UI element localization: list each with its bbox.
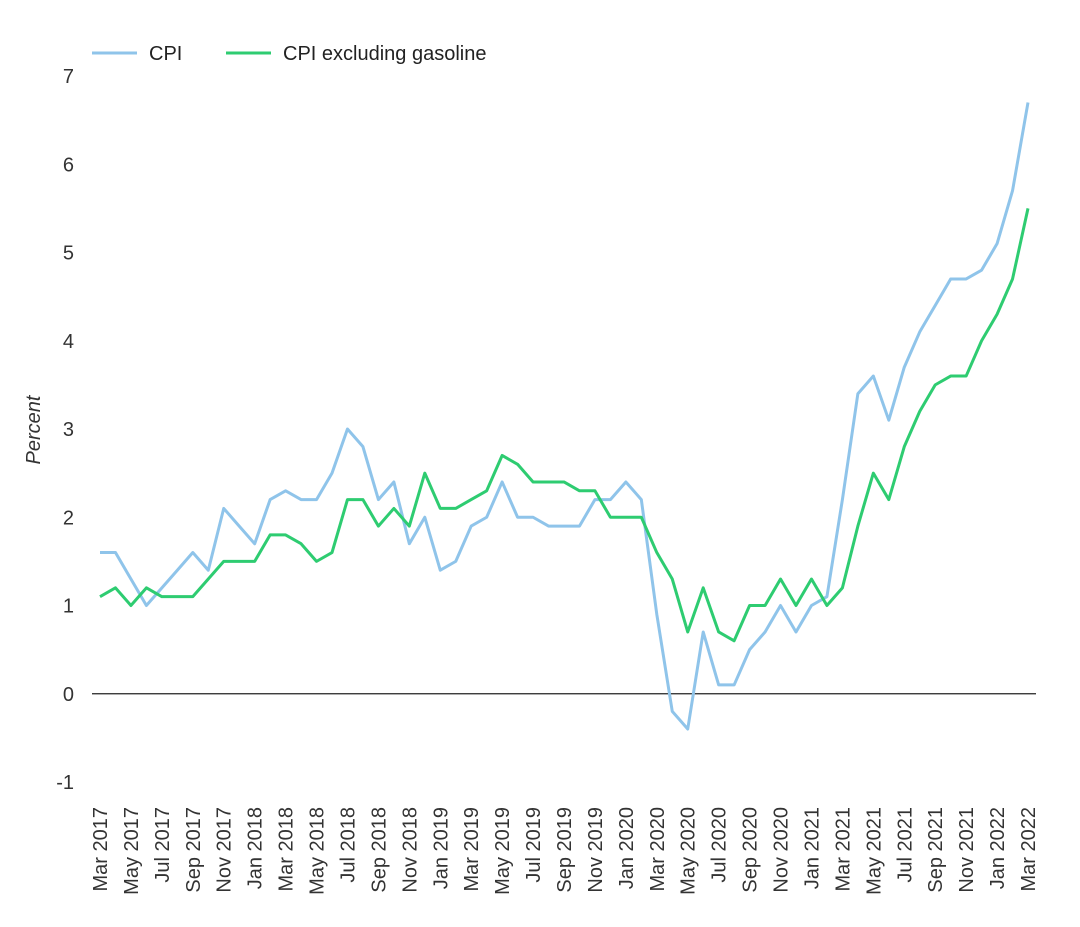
x-tick-label: Nov 2021 — [956, 807, 978, 893]
x-tick-label: May 2019 — [492, 807, 514, 895]
x-tick-label: Sep 2020 — [740, 807, 762, 893]
x-tick-label: Jan 2020 — [616, 807, 638, 889]
x-tick-label: Jul 2021 — [894, 807, 916, 883]
y-axis-ticks: -1 0 1 2 3 4 5 6 7 — [56, 66, 74, 794]
series-line-cpi — [100, 102, 1030, 731]
y-tick-label: 1 — [63, 596, 74, 618]
y-tick-label: 0 — [63, 684, 74, 706]
x-tick-label: Mar 2018 — [276, 807, 298, 892]
x-tick-label: Nov 2018 — [399, 807, 421, 893]
x-tick-label: Nov 2017 — [214, 807, 236, 893]
x-tick-label: Jul 2018 — [337, 807, 359, 883]
x-tick-label: Jan 2019 — [430, 807, 452, 889]
x-tick-label: May 2018 — [307, 807, 329, 895]
x-tick-label: Nov 2020 — [771, 807, 793, 893]
x-tick-label: May 2021 — [863, 807, 885, 895]
y-tick-label: 3 — [63, 419, 74, 441]
x-tick-label: Jul 2017 — [152, 807, 174, 883]
y-tick-label: 2 — [63, 507, 74, 529]
y-tick-label: 4 — [63, 331, 74, 353]
x-tick-label: Nov 2019 — [585, 807, 607, 893]
x-tick-label: Sep 2019 — [554, 807, 576, 893]
x-tick-label: Jul 2020 — [709, 807, 731, 883]
x-axis-ticks: Mar 2017 May 2017 Jul 2017 Sep 2017 Nov 2017… — [90, 807, 1040, 895]
y-tick-label: 7 — [63, 66, 74, 88]
x-tick-label: Jan 2022 — [987, 807, 1009, 889]
x-tick-label: Jan 2021 — [801, 807, 823, 889]
y-axis-label: Percent — [23, 394, 45, 464]
series-layer — [99, 102, 1030, 731]
x-tick-label: Sep 2021 — [925, 807, 947, 893]
x-tick-label: Mar 2020 — [647, 807, 669, 892]
x-tick-label: Jul 2019 — [523, 807, 545, 883]
y-tick-label: 6 — [63, 154, 74, 176]
x-tick-label: Mar 2021 — [832, 807, 854, 892]
legend: CPI CPI excluding gasoline — [92, 43, 486, 65]
y-tick-label: -1 — [56, 772, 74, 794]
y-tick-label: 5 — [63, 243, 74, 265]
x-tick-label: Mar 2022 — [1018, 807, 1040, 892]
legend-label-cpi-excluding-gasoline: CPI excluding gasoline — [283, 43, 486, 65]
x-tick-label: May 2017 — [121, 807, 143, 895]
x-tick-label: Mar 2017 — [90, 807, 112, 892]
x-tick-label: Jan 2018 — [245, 807, 267, 889]
legend-label-cpi: CPI — [149, 43, 182, 65]
x-tick-label: Mar 2019 — [461, 807, 483, 892]
x-tick-label: Sep 2017 — [183, 807, 205, 893]
series-line-cpi-excluding-gasoline — [99, 208, 1030, 643]
x-tick-label: May 2020 — [678, 807, 700, 895]
x-tick-label: Sep 2018 — [368, 807, 390, 893]
